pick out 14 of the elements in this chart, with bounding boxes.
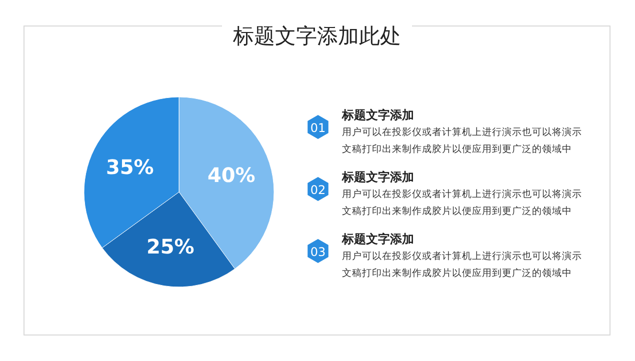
text: 01 (310, 121, 326, 135)
pie: 40% 25% 35% (84, 96, 274, 288)
text: 用户可以在投影仪或者计算机上进行演示也可以将演示文稿打印出来制作成胶片以便应用到更广泛的领域中 (342, 126, 582, 155)
text: 03 (310, 245, 326, 259)
text: 标题文字添加 (341, 108, 414, 122)
data-label: 35% (106, 154, 154, 179)
text: 标题文字添加此处 (232, 24, 401, 48)
data-label: 25% (146, 234, 194, 258)
text: 用户可以在投影仪或者计算机上进行演示也可以将演示文稿打印出来制作成胶片以便应用到更广泛的领域中 (342, 250, 582, 279)
text: 标题文字添加 (341, 232, 414, 246)
text: 标题文字添加 (341, 170, 414, 184)
data-label: 40% (207, 162, 256, 187)
text: 02 (310, 183, 326, 197)
text: 用户可以在投影仪或者计算机上进行演示也可以将演示文稿打印出来制作成胶片以便应用到更广泛的领域中 (342, 188, 582, 217)
